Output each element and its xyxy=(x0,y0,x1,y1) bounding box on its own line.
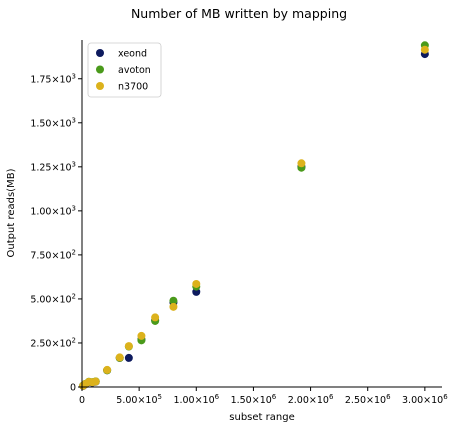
x-tick-label: 1.00×106 xyxy=(173,393,219,406)
legend-label: avoton xyxy=(118,65,151,76)
y-tick-label: 1.75×103 xyxy=(30,72,76,85)
data-point xyxy=(91,377,100,386)
x-axis-label: subset range xyxy=(229,412,294,423)
y-axis-label: Output reads(MB) xyxy=(6,168,17,257)
data-point xyxy=(192,279,201,288)
y-ticks: 0 2.50×102 5.00×102 7.50×102 1.00×103 1.25×10… xyxy=(30,72,82,394)
data-point xyxy=(297,159,306,168)
data-point xyxy=(124,353,133,362)
y-tick-label: 1.00×103 xyxy=(30,204,76,217)
data-point xyxy=(169,302,178,311)
y-tick-label: 0 xyxy=(70,383,76,394)
data-point xyxy=(115,353,124,362)
x-tick-label: 2.50×106 xyxy=(345,393,391,406)
chart-title: Number of MB written by mapping xyxy=(131,6,347,21)
x-tick-label: 5.00×105 xyxy=(116,393,162,406)
legend-label: n3700 xyxy=(118,82,148,93)
x-tick-label: 2.00×106 xyxy=(288,393,334,406)
x-tick-label: 1.50×106 xyxy=(231,393,277,406)
y-tick-label: 5.00×102 xyxy=(30,292,76,305)
legend-marker xyxy=(96,65,104,74)
x-tick-label: 0 xyxy=(79,395,85,406)
y-tick-label: 2.50×102 xyxy=(30,336,76,349)
data-point xyxy=(420,45,429,54)
data-point xyxy=(124,342,133,351)
legend: xeond avoton n3700 xyxy=(87,42,162,98)
legend-label: xeond xyxy=(118,49,147,60)
data-point xyxy=(169,296,178,305)
data-point xyxy=(137,331,146,340)
x-tick-label: 3.00×106 xyxy=(402,393,448,406)
legend-box xyxy=(87,42,162,98)
plot-area xyxy=(79,41,429,390)
series-n3700 xyxy=(79,45,429,390)
axes-spines xyxy=(81,40,442,388)
data-point xyxy=(103,365,112,374)
y-tick-label: 7.50×102 xyxy=(30,248,76,261)
data-point xyxy=(151,313,160,322)
series-xeond xyxy=(79,50,429,390)
legend-marker xyxy=(96,82,104,90)
legend-marker xyxy=(96,49,104,57)
y-tick-label: 1.50×103 xyxy=(30,116,76,129)
y-tick-label: 1.25×103 xyxy=(30,160,76,173)
x-ticks: 0 5.00×105 1.00×106 1.50×106 2.00×106 2.50×10… xyxy=(79,387,448,406)
